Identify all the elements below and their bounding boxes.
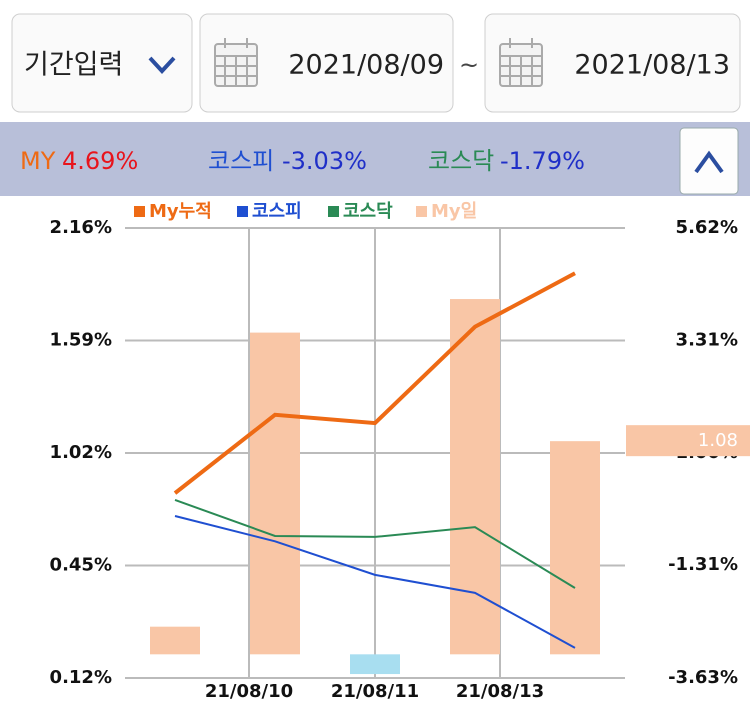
legend-label: 코스닥 [343,201,393,222]
bar [550,441,600,655]
summary-label: MY [20,147,56,175]
line [174,499,576,589]
line [173,271,576,495]
date-separator: ~ [459,51,479,79]
x-tick-label: 21/08/10 [205,681,293,702]
end-date: 2021/08/13 [574,50,730,81]
dropdown-label: 기간입력 [24,50,123,81]
collapse-button[interactable] [679,127,739,195]
chevron-up [694,150,724,174]
summary-value: -1.79% [500,147,585,175]
summary-value: -3.03% [282,147,367,175]
bar [250,332,300,655]
value-tag-label: 1.08 [698,430,738,451]
summary-bar [0,122,750,196]
y-tick-label: 1.02% [50,442,112,463]
summary-label: 코스닥 [428,147,494,175]
y2-tick-label: -3.63% [668,667,738,688]
end-date-box[interactable] [484,13,741,113]
period-dropdown[interactable] [11,13,193,113]
legend-label: My누적 [149,201,212,222]
calendar-icon [499,38,543,87]
y-tick-label: 0.12% [50,667,112,688]
summary-label: 코스피 [208,147,274,175]
summary-value: 4.69% [62,147,138,175]
legend-swatch [237,206,248,217]
chevron-down [148,56,176,74]
bar [350,654,400,675]
y2-tick-label: 5.62% [676,217,738,238]
legend-label: My일 [431,201,477,222]
start-date-box[interactable] [199,13,454,113]
y-tick-label: 2.16% [50,217,112,238]
y2-tick-label: 3.31% [676,329,738,350]
bar [150,626,200,655]
x-tick-label: 21/08/11 [331,681,419,702]
y-tick-label: 0.45% [50,555,112,576]
y-tick-label: 1.59% [50,330,112,351]
line [174,515,576,649]
y2-tick-label: -1.31% [668,554,738,575]
legend-swatch [328,206,339,217]
legend-swatch [416,206,427,217]
value-tag [626,425,750,457]
legend-swatch [134,206,145,217]
legend-label: 코스피 [252,201,302,222]
calendar-icon [214,38,258,87]
x-tick-label: 21/08/13 [456,681,544,702]
bar [450,299,500,655]
start-date: 2021/08/09 [288,50,444,81]
